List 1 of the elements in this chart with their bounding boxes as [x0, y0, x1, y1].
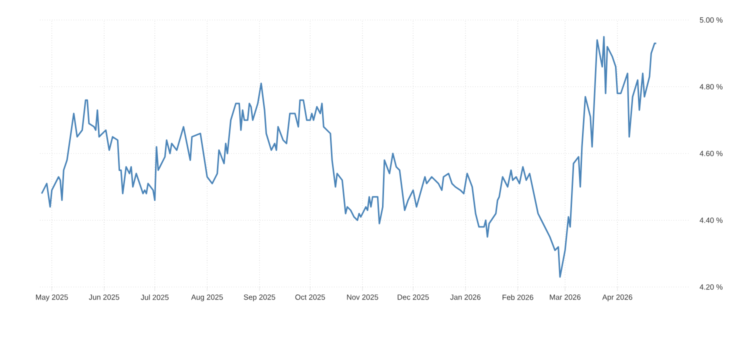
line-series: [40, 36, 657, 278]
